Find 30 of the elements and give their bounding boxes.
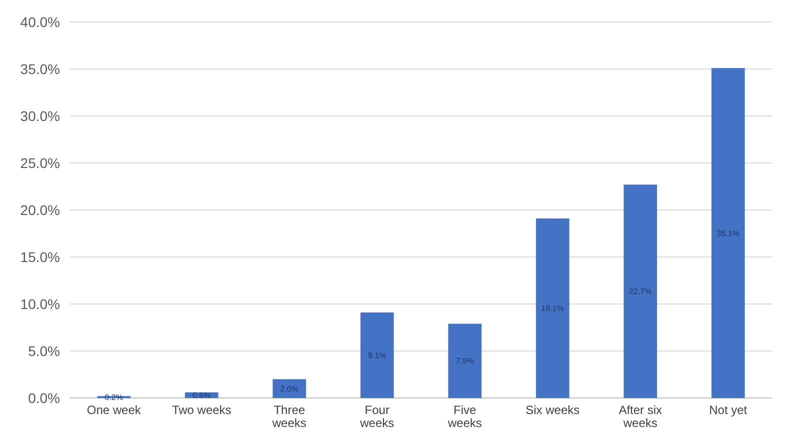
y-tick-label: 5.0% bbox=[28, 342, 60, 359]
bar bbox=[448, 324, 482, 398]
data-label: 2.0% bbox=[280, 384, 298, 394]
y-tick-label: 40.0% bbox=[20, 14, 60, 30]
x-tick-label: Not yet bbox=[709, 403, 748, 417]
bar bbox=[536, 218, 570, 398]
data-label: 19.1% bbox=[541, 304, 564, 314]
x-tick-label: Three weeks bbox=[271, 403, 306, 430]
bar bbox=[624, 184, 658, 398]
bar bbox=[711, 68, 745, 398]
bar bbox=[272, 379, 306, 398]
x-tick-label: Two weeks bbox=[172, 403, 232, 417]
data-label: 35.1% bbox=[716, 228, 740, 238]
x-tick-label: After six weeks bbox=[618, 403, 662, 430]
y-tick-label: 15.0% bbox=[20, 248, 60, 265]
data-label: 0.6% bbox=[192, 390, 211, 400]
data-label: 9.1% bbox=[368, 351, 386, 360]
x-tick-label: Four weeks bbox=[359, 403, 394, 430]
data-label: 22.7% bbox=[629, 287, 652, 296]
y-tick-label: 10.0% bbox=[20, 296, 60, 312]
x-tick-label: Five weeks bbox=[446, 403, 482, 430]
y-tick-label: 0.0% bbox=[28, 390, 60, 406]
y-tick-label: 30.0% bbox=[20, 108, 60, 124]
y-tick-label: 35.0% bbox=[20, 60, 60, 77]
y-tick-label: 20.0% bbox=[20, 202, 60, 218]
y-tick-label: 25.0% bbox=[20, 154, 60, 171]
data-label: 7.9% bbox=[456, 356, 474, 366]
x-tick-label: One week bbox=[86, 403, 142, 417]
x-tick-label: Six weeks bbox=[526, 403, 580, 417]
bar bbox=[360, 312, 394, 398]
